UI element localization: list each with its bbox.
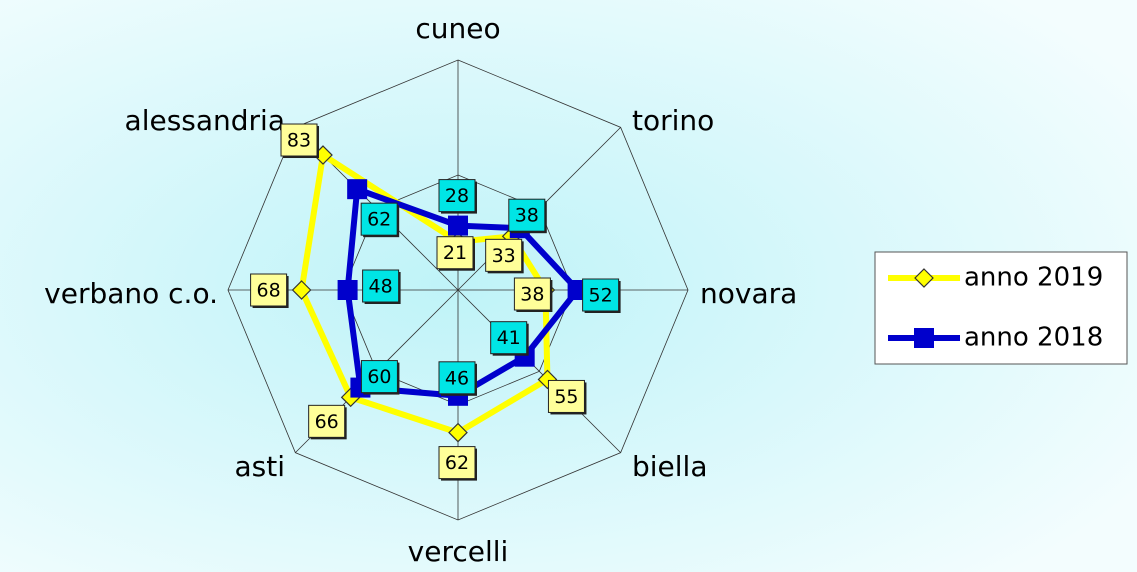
label-box [485, 238, 523, 272]
data-label: 62 [367, 209, 391, 231]
label-box [250, 273, 288, 307]
data-label: 21 [443, 242, 467, 264]
data-label: 38 [520, 284, 544, 306]
label-box [513, 277, 551, 311]
label-box [490, 321, 528, 355]
label-box [582, 278, 620, 312]
marker [914, 268, 934, 288]
category-label: cuneo [415, 12, 500, 45]
data-label: 33 [492, 245, 516, 267]
data-label: 52 [589, 285, 613, 307]
marker [291, 280, 312, 300]
legend-label: anno 2018 [964, 323, 1103, 353]
label-box [360, 202, 398, 236]
category-label: novara [700, 277, 797, 310]
data-label: 55 [554, 386, 578, 408]
label-box [547, 379, 585, 413]
marker [914, 328, 934, 348]
category-label: verbano c.o. [44, 277, 218, 310]
spoke [457, 289, 621, 453]
data-label: 41 [497, 327, 521, 349]
label-box [508, 198, 546, 232]
label-box [438, 179, 476, 213]
category-label: biella [632, 450, 708, 483]
data-label: 60 [367, 366, 391, 388]
legend-label: anno 2019 [964, 263, 1103, 293]
data-label: 38 [515, 205, 539, 227]
data-label: 66 [315, 411, 339, 433]
label-box [308, 404, 346, 438]
data-label: 46 [445, 367, 469, 389]
label-box [280, 123, 318, 157]
data-label: 83 [287, 130, 311, 152]
label-box [360, 360, 398, 394]
category-label: asti [234, 450, 285, 483]
label-box [438, 361, 476, 395]
data-label: 62 [445, 452, 469, 474]
category-label: vercelli [408, 535, 509, 568]
category-label: torino [632, 104, 714, 137]
marker [347, 179, 368, 200]
category-label: alessandria [125, 104, 285, 137]
marker [448, 422, 468, 443]
data-label: 68 [257, 280, 281, 302]
label-box [438, 446, 476, 480]
label-box [436, 236, 474, 270]
data-label: 48 [369, 276, 393, 298]
data-label: 28 [445, 185, 469, 207]
marker [337, 280, 358, 300]
label-box [362, 269, 400, 303]
marker [448, 215, 468, 236]
